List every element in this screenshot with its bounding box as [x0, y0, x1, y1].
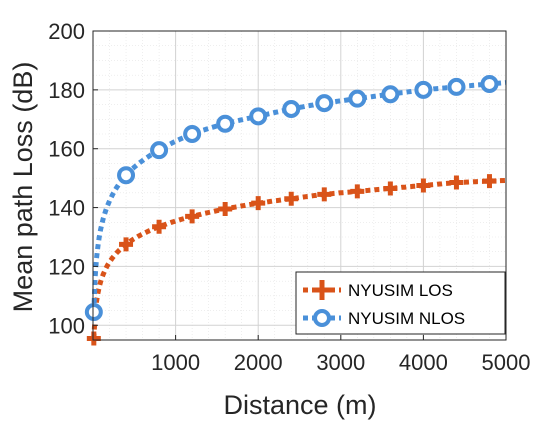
x-tick-label: 2000	[234, 350, 283, 375]
x-tick-label: 5000	[482, 350, 531, 375]
y-tick-label: 140	[48, 196, 85, 221]
y-tick-label: 120	[48, 254, 85, 279]
data-point-los	[317, 187, 332, 202]
x-tick-label: 4000	[399, 350, 448, 375]
y-tick-label: 160	[48, 137, 85, 162]
data-point-nlos	[315, 94, 334, 113]
data-point-los	[185, 209, 200, 224]
y-tick-label: 200	[48, 19, 85, 44]
data-point-nlos	[117, 166, 136, 185]
data-point-nlos	[480, 74, 499, 93]
data-point-los	[449, 175, 464, 190]
legend-label-nlos: NYUSIM NLOS	[348, 309, 465, 328]
data-point-nlos	[150, 141, 169, 160]
data-point-los	[152, 219, 167, 234]
data-point-los	[284, 191, 299, 206]
data-point-los	[416, 178, 431, 193]
legend-label-los: NYUSIM LOS	[348, 281, 453, 300]
y-tick-label: 180	[48, 78, 85, 103]
data-point-nlos	[183, 125, 202, 143]
legend-marker-los	[312, 280, 332, 300]
y-axis-label: Mean path Loss (dB)	[8, 62, 38, 313]
x-tick-label: 1000	[151, 350, 200, 375]
data-point-los	[251, 196, 266, 211]
data-point-nlos	[249, 107, 268, 126]
data-point-nlos	[447, 77, 466, 96]
legend-box	[295, 271, 506, 335]
data-point-los	[383, 181, 398, 196]
data-point-los	[218, 202, 233, 217]
data-point-nlos	[84, 303, 103, 322]
data-point-los	[86, 331, 101, 346]
data-point-nlos	[381, 85, 400, 104]
x-axis-label: Distance (m)	[223, 390, 376, 420]
x-tick-label: 3000	[316, 350, 365, 375]
data-point-nlos	[348, 89, 367, 108]
legend: NYUSIM LOS NYUSIM NLOS	[295, 271, 506, 335]
plot-frame	[92, 30, 507, 341]
data-point-nlos	[414, 80, 433, 99]
data-point-nlos	[282, 99, 301, 118]
data-point-los	[482, 174, 497, 189]
data-point-los	[119, 237, 134, 252]
data-point-los	[350, 184, 365, 199]
data-point-nlos	[216, 114, 235, 133]
axis-ticks: 1000 2000 3000 4000 5000 100 120 140 160 180 200	[48, 19, 530, 375]
legend-marker-nlos	[313, 309, 331, 327]
y-tick-label: 100	[48, 313, 85, 338]
series-markers	[84, 74, 499, 346]
